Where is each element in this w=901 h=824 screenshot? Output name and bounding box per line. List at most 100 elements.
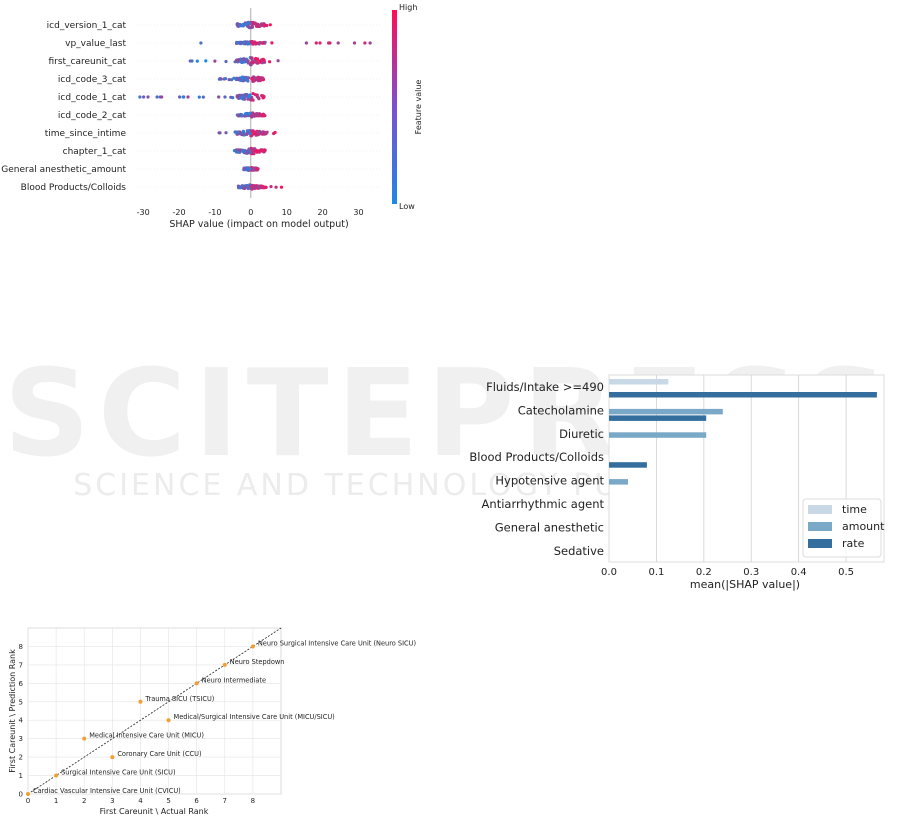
rank-point — [166, 718, 171, 723]
rank-point-label: Neuro Surgical Intensive Care Unit (Neur… — [258, 639, 416, 647]
rank-point-label: Coronary Care Unit (CCU) — [117, 750, 201, 758]
shap-point — [240, 184, 244, 188]
feature-label: icd_code_2_cat — [58, 111, 127, 121]
shap-point — [241, 149, 245, 153]
feature-label: General anesthetic_amount — [1, 165, 126, 175]
shap-point — [257, 42, 261, 46]
rank-point — [82, 736, 87, 741]
rank-point — [54, 773, 59, 778]
shap-point — [268, 60, 272, 64]
feature-label: icd_code_3_cat — [58, 75, 127, 85]
legend-swatch — [808, 522, 832, 531]
shap-point — [314, 41, 318, 45]
shap-point — [264, 185, 268, 189]
shap-x-tick-label: 0 — [248, 208, 253, 217]
shap-x-tick-label: -20 — [173, 208, 186, 217]
shap-point — [263, 40, 267, 45]
shap-point — [250, 25, 254, 29]
rank-y-axis-label: First Careunit \ Prediction Rank — [8, 649, 17, 773]
shap-point — [240, 75, 244, 79]
feature-label: chapter_1_cat — [63, 147, 127, 157]
rank-point — [110, 755, 115, 760]
shap-point — [224, 131, 228, 135]
bar-rate — [609, 392, 877, 398]
rank-point — [138, 699, 143, 704]
legend-swatch — [808, 539, 832, 548]
shap-point — [255, 112, 259, 116]
shap-point — [255, 41, 259, 45]
bar-amount — [609, 479, 628, 485]
rank-point-label: Neuro Intermediate — [202, 676, 266, 684]
shap-x-tick-label: 10 — [282, 208, 292, 217]
shap-x-axis-label: SHAP value (impact on model output) — [169, 219, 348, 230]
shap-point — [261, 94, 265, 98]
shap-point — [231, 96, 235, 100]
shap-point — [270, 41, 274, 45]
shap-point — [272, 131, 276, 136]
rank-x-tick-label: 6 — [194, 797, 199, 805]
shap-point — [241, 129, 245, 133]
legend-label: rate — [842, 537, 865, 550]
feature-label: first_careunit_cat — [48, 57, 126, 67]
shap-point — [363, 41, 367, 45]
shap-point — [247, 21, 251, 25]
shap-point — [245, 22, 249, 26]
shap-point — [217, 77, 221, 81]
bar-category-label: Blood Products/Colloids — [469, 450, 604, 464]
shap-point — [368, 41, 372, 45]
shap-x-tick-label: -10 — [208, 208, 221, 217]
shap-point — [237, 93, 241, 97]
shap-point — [253, 76, 257, 80]
shap-point — [197, 95, 201, 99]
rank-point-label: Cardiac Vascular Intensive Care Unit (CV… — [33, 787, 181, 795]
shap-point — [254, 185, 259, 189]
rank-x-tick-label: 8 — [251, 797, 255, 805]
shap-point — [252, 79, 256, 83]
shap-point — [249, 184, 253, 188]
shap-point — [248, 111, 252, 115]
shap-point — [243, 112, 248, 116]
shap-point — [238, 22, 242, 27]
rank-point — [194, 681, 199, 686]
shap-point — [255, 22, 259, 26]
rank-point — [222, 662, 227, 667]
shap-point — [262, 114, 266, 118]
shap-point — [217, 131, 221, 135]
shap-point — [251, 147, 255, 151]
shap-point — [242, 40, 246, 45]
shap-point — [241, 96, 245, 100]
legend-label: amount — [842, 520, 885, 533]
bar-category-label: Antiarrhythmic agent — [482, 497, 605, 511]
shap-point — [181, 95, 185, 99]
shap-point — [255, 61, 259, 65]
shap-point — [138, 95, 142, 99]
shap-point — [186, 95, 190, 99]
bar-plot-area — [608, 374, 885, 563]
shap-x-tick-label: -30 — [137, 208, 150, 217]
shap-point — [195, 59, 199, 63]
feature-label: icd_code_1_cat — [58, 93, 127, 103]
bar-x-tick-label: 0.5 — [838, 567, 854, 578]
shap-point — [261, 186, 265, 190]
shap-point — [235, 58, 239, 62]
shap-point — [327, 41, 331, 45]
feature-label: time_since_intime — [45, 129, 127, 139]
shap-point — [235, 41, 239, 45]
shap-point — [336, 41, 340, 45]
bar-x-tick-label: 0.1 — [648, 567, 664, 578]
shap-point — [352, 41, 357, 45]
rank-x-tick-label: 2 — [82, 797, 86, 805]
bar-category-label: Hypotensive agent — [495, 474, 604, 488]
shap-point — [253, 131, 257, 135]
shap-point — [249, 114, 253, 118]
shap-point — [232, 149, 237, 153]
bar-category-label: Sedative — [554, 544, 604, 558]
shap-point — [235, 113, 239, 117]
shap-point — [279, 185, 284, 189]
rank-x-tick-label: 4 — [138, 797, 143, 805]
shap-point — [276, 59, 280, 63]
feature-label: icd_version_1_cat — [47, 21, 127, 31]
shap-point — [232, 76, 236, 80]
shap-x-tick-label: 20 — [317, 208, 327, 217]
